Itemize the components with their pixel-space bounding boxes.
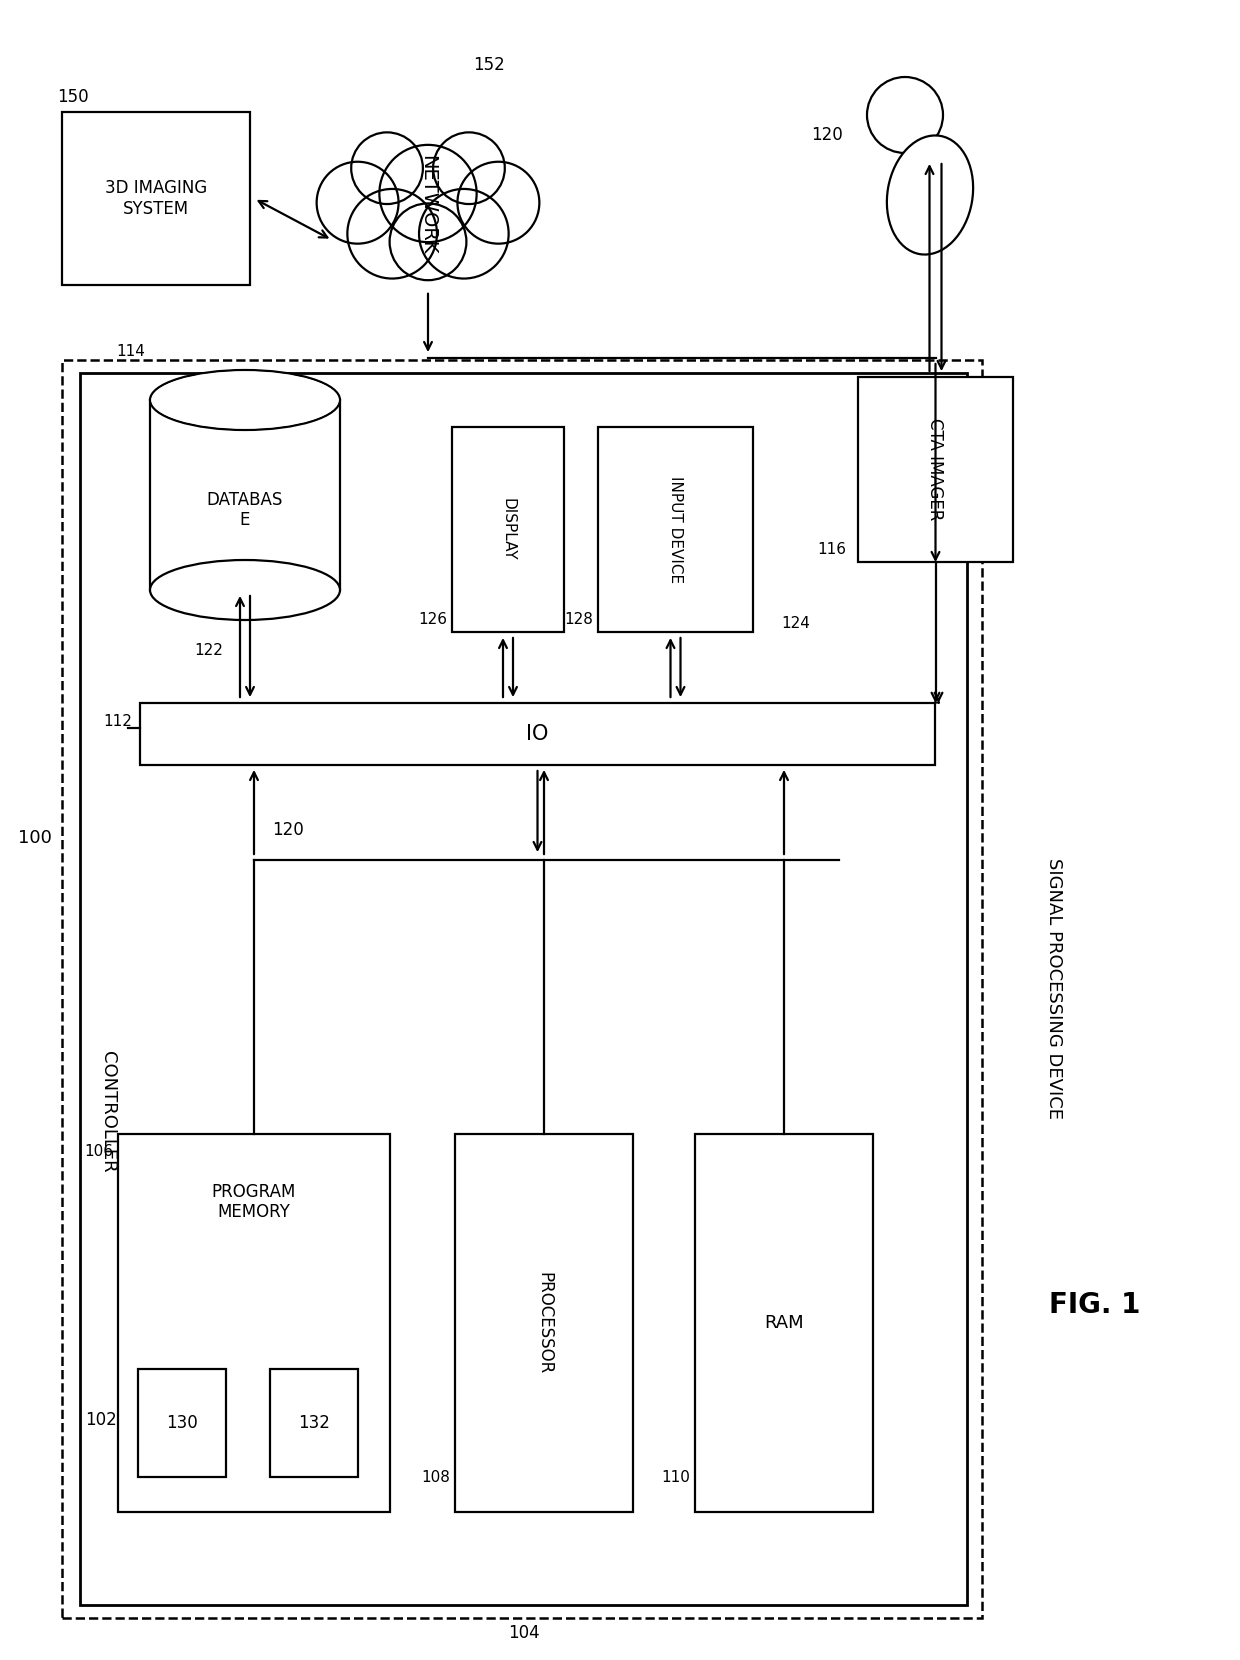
Text: RAM: RAM xyxy=(764,1315,804,1331)
Bar xyxy=(858,377,1013,563)
Text: 150: 150 xyxy=(57,88,88,106)
Text: 124: 124 xyxy=(781,616,810,631)
Circle shape xyxy=(389,204,466,281)
Circle shape xyxy=(419,189,508,279)
Text: 106: 106 xyxy=(84,1144,113,1159)
Circle shape xyxy=(379,144,476,242)
Text: 152: 152 xyxy=(472,56,505,75)
Text: 120: 120 xyxy=(272,822,304,838)
Text: 112: 112 xyxy=(103,714,131,729)
Text: DATABAS
E: DATABAS E xyxy=(207,491,283,530)
Text: 128: 128 xyxy=(564,613,593,627)
Circle shape xyxy=(347,189,436,279)
Circle shape xyxy=(316,161,398,244)
Bar xyxy=(81,374,967,1605)
Text: PROCESSOR: PROCESSOR xyxy=(534,1272,553,1374)
Text: INPUT DEVICE: INPUT DEVICE xyxy=(668,476,683,583)
Text: IO: IO xyxy=(526,724,548,744)
Ellipse shape xyxy=(887,136,973,254)
Text: 100: 100 xyxy=(19,828,52,847)
Text: 114: 114 xyxy=(117,345,145,360)
Text: 126: 126 xyxy=(418,613,446,627)
Bar xyxy=(455,1134,632,1512)
Bar xyxy=(270,1370,358,1477)
Text: 120: 120 xyxy=(811,126,843,144)
Text: 102: 102 xyxy=(86,1411,117,1429)
Text: 3D IMAGING
SYSTEM: 3D IMAGING SYSTEM xyxy=(105,179,207,217)
Ellipse shape xyxy=(151,372,339,428)
Text: CTA IMAGER: CTA IMAGER xyxy=(926,418,945,521)
Ellipse shape xyxy=(150,559,340,619)
Bar xyxy=(150,400,340,589)
Circle shape xyxy=(458,161,539,244)
Text: PROGRAM
MEMORY: PROGRAM MEMORY xyxy=(212,1182,296,1222)
Bar xyxy=(453,427,564,632)
Text: CONTROLLER: CONTROLLER xyxy=(99,1051,117,1174)
Text: DISPLAY: DISPLAY xyxy=(501,498,516,561)
Bar xyxy=(118,1134,391,1512)
Text: SIGNAL PROCESSING DEVICE: SIGNAL PROCESSING DEVICE xyxy=(1045,858,1063,1119)
Text: 116: 116 xyxy=(817,543,846,558)
Text: 108: 108 xyxy=(422,1469,450,1484)
Circle shape xyxy=(433,133,505,204)
Text: 130: 130 xyxy=(166,1414,198,1433)
Text: FIG. 1: FIG. 1 xyxy=(1049,1291,1141,1320)
Bar xyxy=(140,702,935,765)
Bar xyxy=(598,427,753,632)
Text: 122: 122 xyxy=(195,644,223,659)
Circle shape xyxy=(867,76,942,153)
Text: 132: 132 xyxy=(298,1414,330,1433)
Text: 110: 110 xyxy=(661,1469,689,1484)
Text: NETWORK: NETWORK xyxy=(419,156,438,254)
Bar xyxy=(694,1134,873,1512)
Circle shape xyxy=(351,133,423,204)
Bar xyxy=(62,360,982,1618)
Text: 104: 104 xyxy=(507,1623,539,1642)
Ellipse shape xyxy=(150,370,340,430)
Bar xyxy=(138,1370,226,1477)
Bar xyxy=(62,111,250,286)
